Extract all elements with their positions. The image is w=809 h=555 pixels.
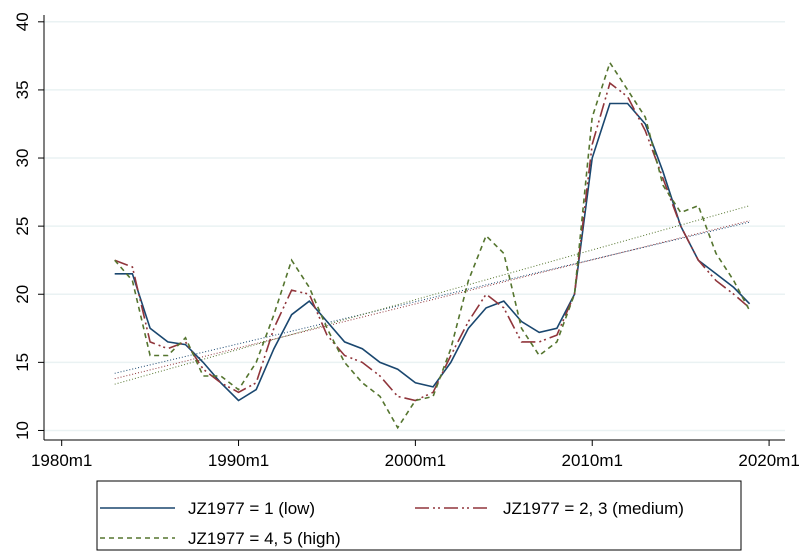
trend-line [114,205,750,385]
legend-label: JZ1977 = 2, 3 (medium) [503,499,684,518]
y-tick-label: 20 [13,285,32,304]
y-tick-label: 15 [13,353,32,372]
series-line [114,81,751,402]
series-line [114,60,751,430]
x-tick-label: 2020m1 [738,451,799,470]
trend-line [114,221,750,374]
x-tick-label: 1980m1 [31,451,92,470]
y-tick-label: 25 [13,217,32,236]
y-tick-label: 35 [13,80,32,99]
legend-box [96,480,742,551]
x-tick-label: 2000m1 [385,451,446,470]
y-tick-label: 40 [13,12,32,31]
legend-label: JZ1977 = 4, 5 (high) [188,529,341,548]
y-tick-label: 30 [13,149,32,168]
series-line [114,102,751,402]
x-tick-label: 1990m1 [208,451,269,470]
legend-label: JZ1977 = 1 (low) [188,499,315,518]
x-tick-label: 2010m1 [562,451,623,470]
trend-line [114,220,750,380]
y-tick-label: 10 [13,421,32,440]
